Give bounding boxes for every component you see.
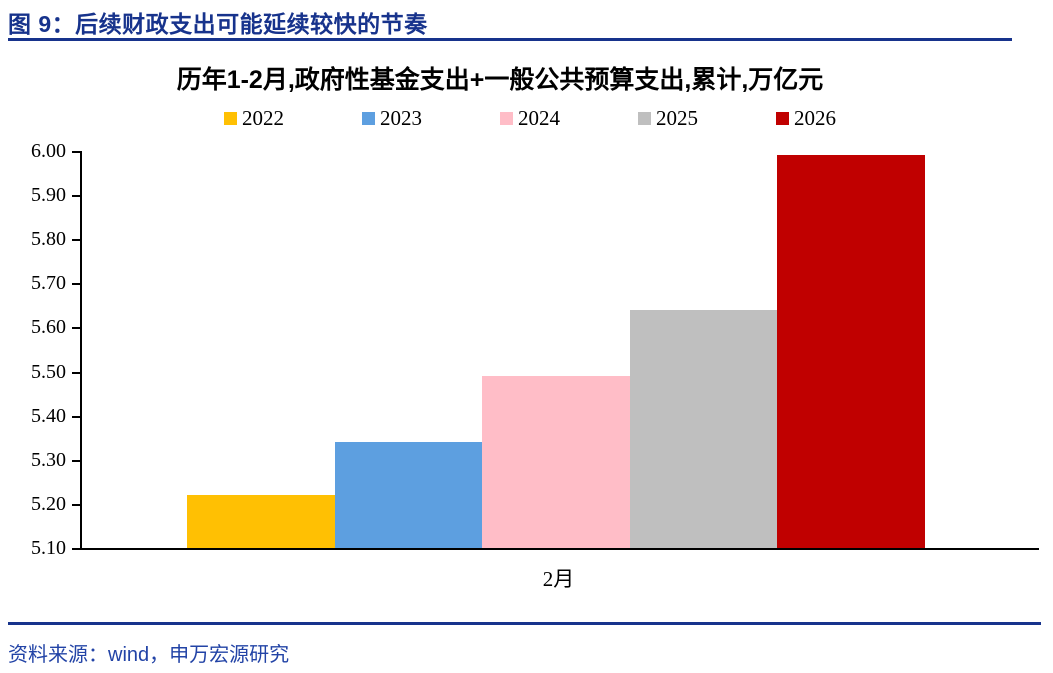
footer-divider xyxy=(8,622,1041,625)
chart-title: 历年1-2月,政府性基金支出+一般公共预算支出,累计,万亿元 xyxy=(176,66,824,94)
y-tick-label: 5.80 xyxy=(31,228,66,251)
legend-label: 2025 xyxy=(656,106,698,130)
y-tick-label: 5.50 xyxy=(31,360,66,383)
legend-swatch-icon xyxy=(224,112,237,125)
source-note: 资料来源：wind，申万宏源研究 xyxy=(8,644,290,666)
y-axis-tick xyxy=(72,548,82,550)
legend-item-2025: 2025 xyxy=(638,106,698,131)
legend-swatch-icon xyxy=(362,112,375,125)
y-tick-label: 6.00 xyxy=(31,140,66,162)
legend-label: 2023 xyxy=(380,106,422,130)
bar-2025 xyxy=(629,309,778,548)
legend-label: 2022 xyxy=(242,106,284,130)
plot-area xyxy=(72,151,1039,550)
y-axis-tick xyxy=(72,459,82,462)
y-tick-label: 5.30 xyxy=(31,448,66,471)
y-axis-labels: 6.00 5.90 5.80 5.70 5.60 5.50 5.40 5.30 5.20 5.10 xyxy=(0,140,66,559)
y-tick-label: 5.90 xyxy=(31,184,66,207)
y-tick-label: 5.60 xyxy=(31,316,66,339)
x-axis-label: 2月 xyxy=(542,567,575,591)
y-tick-label: 5.40 xyxy=(31,404,66,427)
bar-2026 xyxy=(777,155,925,548)
legend-swatch-icon xyxy=(776,112,789,125)
y-axis-tick xyxy=(72,239,82,242)
bar-2023 xyxy=(334,442,483,548)
y-tick-label: 5.20 xyxy=(31,492,66,515)
y-axis-tick xyxy=(72,151,82,153)
y-axis-tick xyxy=(72,327,82,330)
y-axis-tick xyxy=(72,503,82,506)
legend-swatch-icon xyxy=(500,112,513,125)
legend-label: 2024 xyxy=(518,106,560,130)
header-divider xyxy=(8,38,1012,41)
bar-2024 xyxy=(482,376,630,548)
legend-swatch-icon xyxy=(638,112,651,125)
y-tick-label: 5.10 xyxy=(31,537,66,559)
legend-item-2022: 2022 xyxy=(224,106,284,131)
legend-label: 2026 xyxy=(794,106,836,130)
y-tick-label: 5.70 xyxy=(31,272,66,295)
y-axis-tick xyxy=(72,415,82,418)
y-axis-tick xyxy=(72,283,82,286)
figure-caption: 图 9：后续财政支出可能延续较快的节奏 xyxy=(8,11,428,37)
legend-item-2023: 2023 xyxy=(362,106,422,131)
y-axis-tick xyxy=(72,195,82,198)
legend: 2022 2023 2024 2025 2026 xyxy=(80,106,980,131)
legend-item-2026: 2026 xyxy=(776,106,836,131)
y-axis-tick xyxy=(72,371,82,374)
bar-2022 xyxy=(187,495,335,548)
legend-item-2024: 2024 xyxy=(500,106,560,131)
